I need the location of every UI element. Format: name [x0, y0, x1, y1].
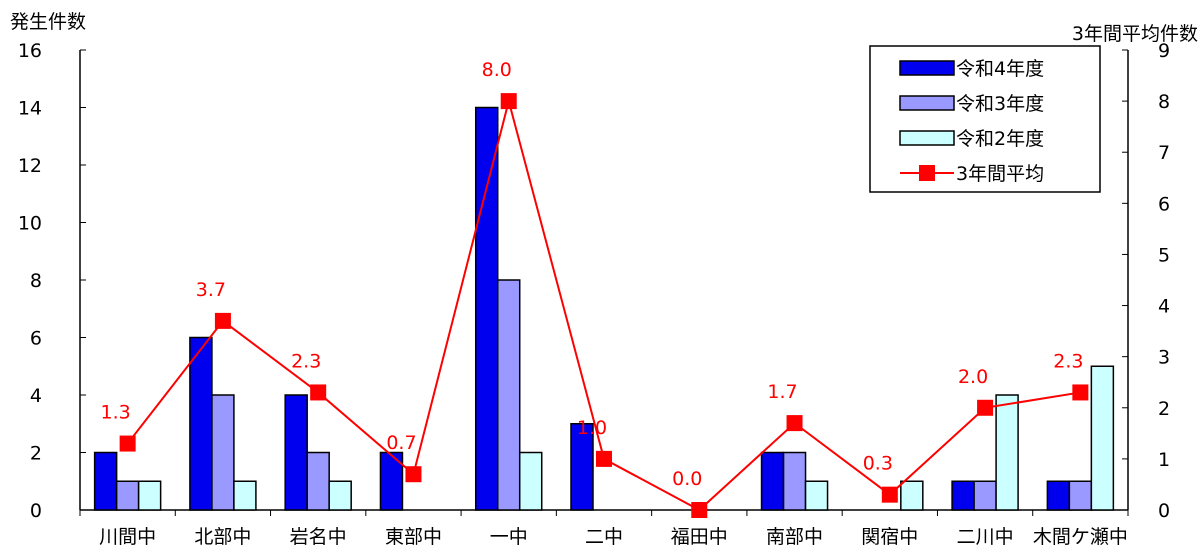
- data-label: 2.3: [1053, 350, 1083, 372]
- line-marker: [881, 486, 898, 503]
- bar: [570, 423, 594, 511]
- x-tick-label: 東部中: [385, 526, 442, 548]
- bar: [1090, 365, 1115, 511]
- bar: [995, 394, 1019, 511]
- bar: [518, 451, 543, 511]
- y2-tick-label: 0: [1158, 500, 1170, 522]
- y-tick-label: 14: [18, 98, 42, 120]
- x-tick-label: 木間ケ瀬中: [1033, 526, 1128, 548]
- y-tick-label: 6: [30, 328, 42, 350]
- legend-label: 令和3年度: [956, 93, 1044, 115]
- x-tick-label: 関宿中: [861, 526, 918, 548]
- bar: [115, 480, 140, 511]
- data-label: 1.0: [577, 417, 607, 439]
- legend-box: [869, 45, 1101, 193]
- y-tick-label: 0: [30, 500, 42, 522]
- bar: [474, 106, 499, 511]
- x-tick-label: 南部中: [766, 526, 823, 548]
- data-label: 1.3: [101, 402, 131, 424]
- line-marker: [1072, 384, 1089, 401]
- y-tick-label: 12: [18, 155, 42, 177]
- y2-tick-label: 7: [1158, 142, 1170, 164]
- bar: [328, 480, 352, 511]
- x-tick-label: 一中: [490, 526, 528, 548]
- data-label: 0.7: [386, 432, 416, 454]
- y-tick-label: 8: [30, 270, 42, 292]
- data-label: 1.7: [767, 381, 797, 403]
- y2-tick-label: 2: [1158, 398, 1170, 420]
- data-label: 2.0: [958, 366, 988, 388]
- y-tick-label: 4: [30, 385, 42, 407]
- line-marker: [405, 466, 422, 483]
- data-label: 0.0: [672, 468, 702, 490]
- bar: [137, 480, 162, 511]
- bar: [1068, 480, 1093, 511]
- y-tick-label: 2: [30, 443, 42, 465]
- bar: [951, 480, 975, 511]
- y2-tick-label: 9: [1158, 40, 1170, 62]
- x-tick-label: 岩名中: [290, 526, 347, 548]
- x-tick-label: 二中: [585, 526, 623, 548]
- bar: [782, 451, 807, 511]
- bar: [306, 451, 330, 511]
- y-axis-title: 発生件数: [10, 11, 86, 33]
- legend-label: 令和2年度: [956, 128, 1044, 150]
- x-tick-label: 福田中: [671, 526, 728, 548]
- data-label: 3.7: [196, 279, 226, 301]
- y2-tick-label: 4: [1158, 296, 1170, 318]
- line-marker: [500, 93, 517, 110]
- legend-label: 3年間平均: [956, 163, 1044, 185]
- bar: [233, 480, 257, 511]
- line-marker: [310, 384, 327, 401]
- bar: [496, 279, 521, 511]
- line-marker: [786, 415, 803, 432]
- data-label: 8.0: [482, 59, 512, 81]
- bar: [760, 451, 785, 511]
- legend-swatch: [899, 95, 955, 111]
- bar: [93, 451, 118, 511]
- plot-area: 02468101214160123456789川間中 北部中 岩名中 東部中 一中 二中福…: [18, 40, 1170, 548]
- line-marker: [977, 399, 994, 416]
- y2-tick-label: 1: [1158, 449, 1170, 471]
- bar: [973, 480, 997, 511]
- line-marker: [691, 502, 708, 518]
- data-label: 2.3: [291, 350, 321, 372]
- legend-label: 令和4年度: [956, 58, 1044, 80]
- y2-axis-title: 3年間平均件数: [1072, 23, 1198, 45]
- y2-tick-label: 3: [1158, 347, 1170, 369]
- bar: [189, 336, 213, 511]
- y-tick-label: 16: [18, 40, 42, 62]
- y2-tick-label: 5: [1158, 244, 1170, 266]
- line-marker: [119, 435, 136, 452]
- legend-swatch: [899, 130, 955, 146]
- bar: [284, 394, 308, 511]
- y2-tick-label: 8: [1158, 91, 1170, 113]
- bar: [379, 451, 404, 511]
- legend-marker: [919, 165, 935, 181]
- bar: [804, 480, 829, 511]
- bar: [900, 480, 924, 511]
- line-marker: [214, 312, 231, 329]
- x-tick-label: 二川中: [957, 526, 1014, 548]
- y-tick-label: 10: [18, 213, 42, 235]
- bar: [211, 394, 235, 511]
- legend-swatch: [899, 60, 955, 76]
- x-tick-label: 北部中: [194, 526, 251, 548]
- bar: [1046, 480, 1071, 511]
- y2-tick-label: 6: [1158, 193, 1170, 215]
- x-tick-label: 川間中: [99, 526, 156, 548]
- line-marker: [596, 450, 612, 467]
- data-label: 0.3: [863, 453, 893, 475]
